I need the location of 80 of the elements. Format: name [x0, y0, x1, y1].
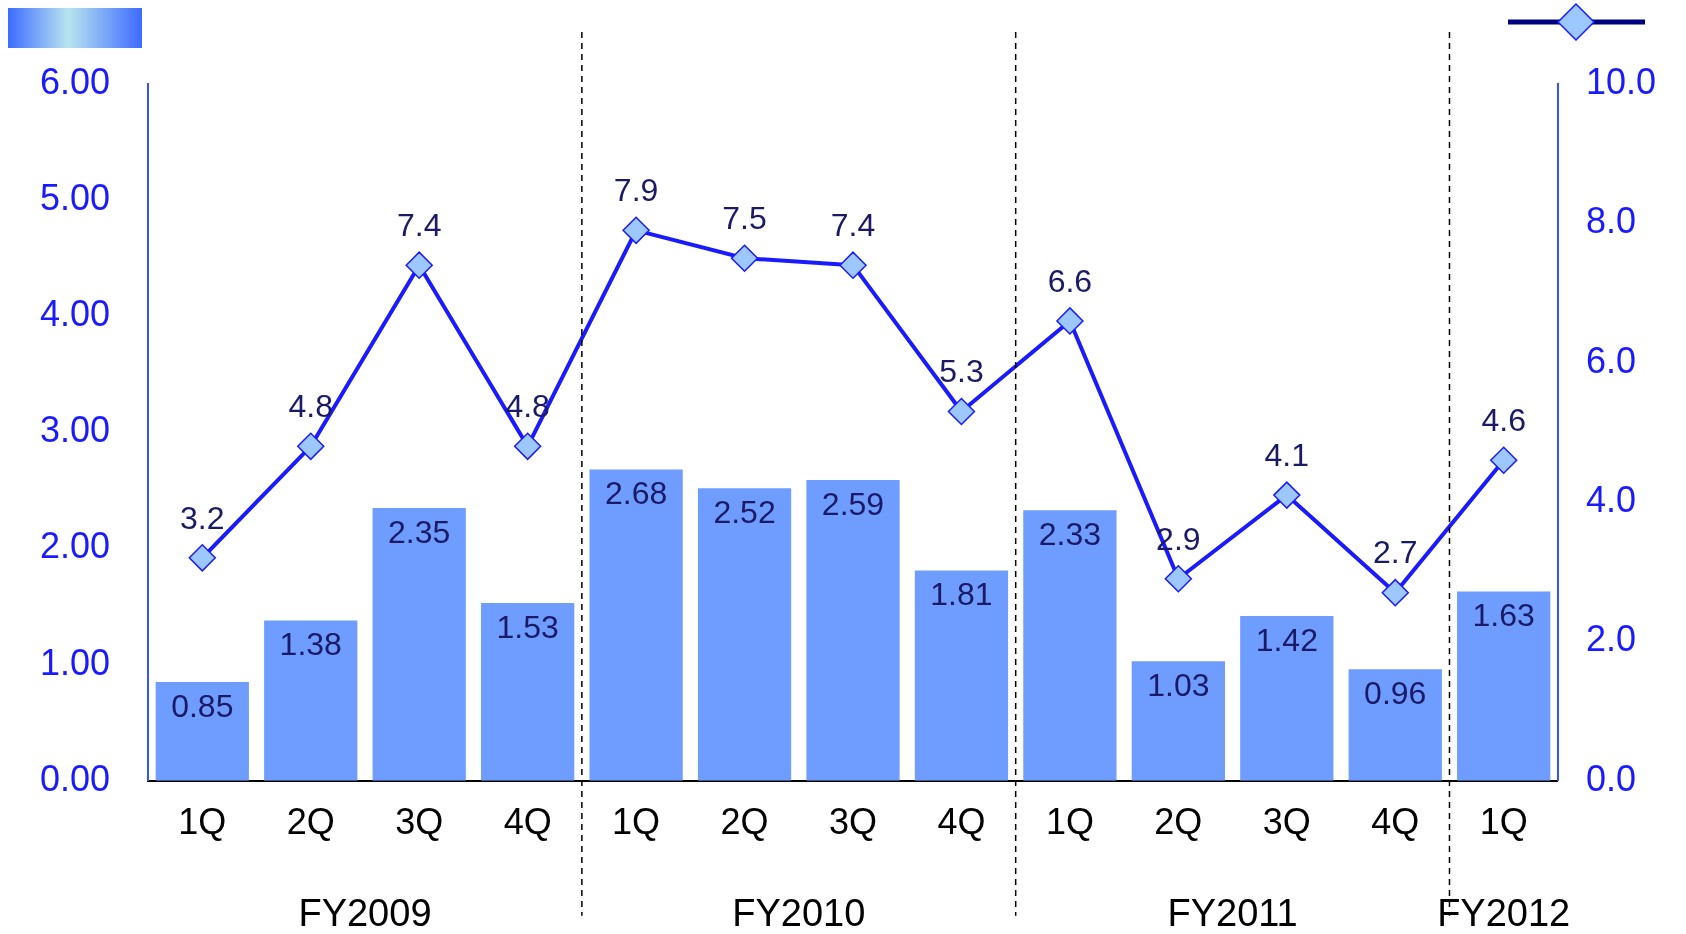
point	[1381, 578, 1410, 607]
bar	[1023, 510, 1117, 781]
text: FY2009	[298, 892, 432, 934]
x-tick-label: 3Q	[828, 801, 878, 843]
data-label: 5.3	[939, 353, 984, 390]
point	[839, 251, 867, 279]
data-label: 2.68	[604, 475, 668, 512]
x-tick-label: 2Q	[720, 801, 769, 843]
bar	[589, 469, 683, 781]
y2-tick-label: 0.0	[1585, 757, 1636, 799]
x-tick-label: 4Q	[503, 801, 552, 843]
y-tick-label: 3.00	[39, 409, 111, 451]
data-label: 4.1	[1264, 436, 1310, 473]
point	[622, 216, 650, 245]
data-label: 1.03	[1147, 667, 1210, 704]
x-tick-label: 4Q	[1371, 801, 1420, 843]
x-tick-label: 1Q	[612, 801, 661, 843]
x-tick-label: 1Q	[178, 801, 227, 843]
point	[296, 432, 325, 461]
y2-tick-label: 10.0	[1585, 60, 1657, 102]
x-tick-label: 2Q	[286, 801, 335, 843]
x-tick-label: 3Q	[395, 801, 444, 843]
y-tick-label: 5.00	[39, 177, 111, 219]
y-tick-label: 6.00	[39, 60, 111, 102]
data-label: 2.59	[821, 485, 885, 522]
x-tick-label: 2Q	[1154, 801, 1203, 843]
x-tick-label: 1Q	[1479, 801, 1528, 843]
point	[513, 432, 542, 461]
y-tick-label: 2.00	[39, 525, 111, 567]
bar	[481, 603, 575, 781]
data-label: 1.63	[1472, 597, 1535, 634]
data-label: 0.96	[1364, 675, 1427, 712]
data-label: 4.8	[288, 388, 333, 425]
x-tick-label: 3Q	[1262, 801, 1311, 843]
x-tick-label: 1Q	[1045, 801, 1094, 843]
point	[405, 251, 433, 279]
data-label: 1.38	[279, 626, 342, 663]
data-label: 4.6	[1481, 402, 1526, 439]
point	[1164, 564, 1193, 593]
data-label: 1.81	[930, 576, 993, 613]
bar	[914, 570, 1009, 781]
point	[188, 544, 217, 572]
x-tick-label: 4Q	[937, 801, 986, 843]
data-label: 7.4	[396, 207, 442, 243]
y2-tick-label: 4.0	[1585, 479, 1636, 520]
bar	[155, 682, 249, 781]
data-label: 7.5	[722, 200, 767, 237]
bar	[697, 488, 792, 781]
data-label: 6.6	[1047, 262, 1093, 299]
bar	[1131, 661, 1225, 781]
bar	[1348, 669, 1442, 781]
bar	[264, 620, 358, 781]
point	[947, 397, 976, 426]
data-label: 2.35	[388, 513, 451, 550]
data-label: 2.52	[713, 493, 776, 530]
data-label: 0.85	[171, 687, 234, 724]
y2-tick-label: 8.0	[1585, 200, 1636, 242]
point	[1273, 481, 1301, 509]
y2-tick-label: 2.0	[1585, 618, 1636, 660]
data-label: 2.33	[1038, 516, 1102, 553]
bar	[372, 507, 466, 781]
data-label: 1.53	[496, 608, 559, 645]
text: FY2010	[732, 892, 866, 934]
y-tick-label: 1.00	[39, 641, 111, 683]
bar	[1240, 615, 1334, 781]
y2-tick-label: 6.0	[1585, 339, 1636, 381]
point	[730, 244, 759, 272]
text: FY2012	[1437, 892, 1571, 934]
point	[1056, 307, 1084, 335]
data-label: 2.7	[1373, 534, 1418, 571]
data-label: 3.2	[180, 499, 225, 536]
y-tick-label: 4.00	[39, 293, 111, 335]
y-tick-label: 0.00	[39, 757, 111, 799]
bar	[1457, 591, 1551, 781]
data-label: 7.9	[613, 172, 659, 209]
point	[1489, 446, 1518, 475]
data-label: 7.4	[830, 207, 876, 243]
bar	[806, 480, 900, 781]
text: FY2011	[1167, 892, 1298, 934]
data-label: 1.42	[1255, 621, 1318, 658]
